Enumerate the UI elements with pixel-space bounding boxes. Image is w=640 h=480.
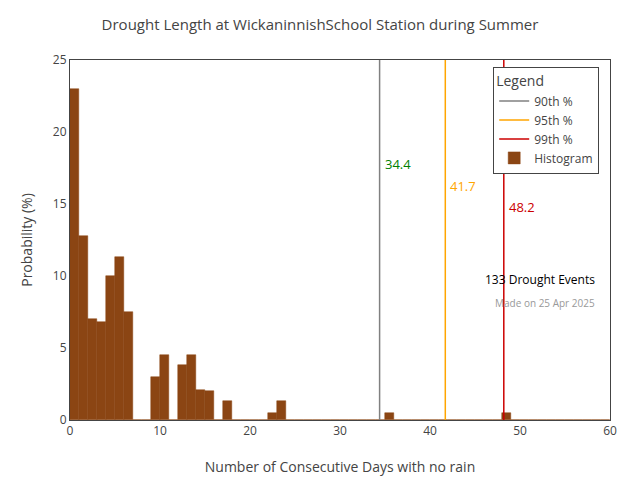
svg-text:0: 0 bbox=[60, 411, 67, 428]
svg-text:30: 30 bbox=[333, 422, 347, 439]
svg-text:Legend: Legend bbox=[496, 71, 544, 90]
svg-text:25: 25 bbox=[53, 51, 67, 68]
svg-text:Drought Length at Wickaninnish: Drought Length at WickaninnishSchool Sta… bbox=[102, 14, 539, 34]
svg-text:Number of Consecutive Days wit: Number of Consecutive Days with no rain bbox=[205, 457, 475, 476]
svg-text:Histogram: Histogram bbox=[534, 150, 592, 167]
svg-text:10: 10 bbox=[53, 267, 67, 284]
svg-text:60: 60 bbox=[603, 422, 617, 439]
svg-text:34.4: 34.4 bbox=[385, 155, 411, 173]
svg-text:133 Drought Events: 133 Drought Events bbox=[485, 271, 595, 288]
svg-text:5: 5 bbox=[60, 339, 67, 356]
svg-text:15: 15 bbox=[53, 195, 67, 212]
svg-text:Probability (%): Probability (%) bbox=[17, 193, 36, 287]
svg-text:99th %: 99th % bbox=[534, 131, 572, 148]
svg-text:50: 50 bbox=[513, 422, 527, 439]
svg-text:48.2: 48.2 bbox=[509, 198, 535, 216]
svg-text:Made on 25 Apr 2025: Made on 25 Apr 2025 bbox=[495, 296, 595, 310]
svg-text:20: 20 bbox=[53, 123, 67, 140]
svg-text:20: 20 bbox=[243, 422, 257, 439]
svg-text:41.7: 41.7 bbox=[450, 177, 476, 195]
svg-text:10: 10 bbox=[153, 422, 167, 439]
svg-text:95th %: 95th % bbox=[534, 112, 572, 129]
svg-text:90th %: 90th % bbox=[534, 93, 572, 110]
svg-text:40: 40 bbox=[423, 422, 437, 439]
svg-text:0: 0 bbox=[67, 422, 74, 439]
